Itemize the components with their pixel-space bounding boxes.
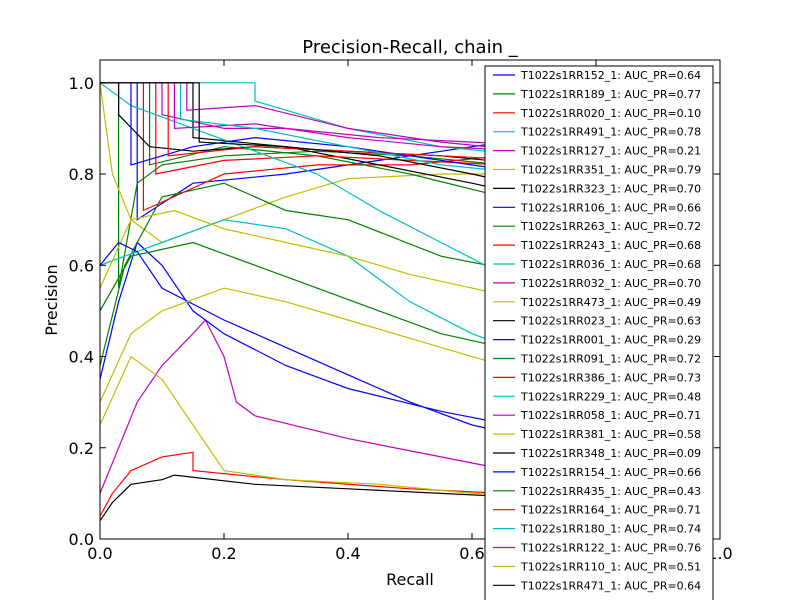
legend-entry: T1022s1RR491_1: AUC_PR=0.78 bbox=[520, 126, 701, 139]
series-line-3 bbox=[100, 451, 597, 517]
series-line-8 bbox=[100, 241, 597, 440]
legend-entry: T1022s1RR323_1: AUC_PR=0.70 bbox=[520, 182, 701, 195]
y-tick-label: 0.8 bbox=[69, 165, 94, 184]
legend-entry: T1022s1RR154_1: AUC_PR=0.66 bbox=[520, 466, 701, 479]
legend-entry: T1022s1RR164_1: AUC_PR=0.71 bbox=[520, 504, 701, 517]
legend-entry: T1022s1RR032_1: AUC_PR=0.70 bbox=[520, 277, 701, 290]
legend-entry: T1022s1RR471_1: AUC_PR=0.64 bbox=[520, 579, 701, 592]
series-line-18 bbox=[100, 82, 597, 312]
legend-entry: T1022s1RR473_1: AUC_PR=0.49 bbox=[520, 296, 701, 309]
x-tick-label: 1.0 bbox=[707, 544, 732, 563]
x-axis-label: Recall bbox=[386, 570, 434, 589]
legend-entry: T1022s1RR189_1: AUC_PR=0.77 bbox=[520, 88, 701, 101]
legend-entry: T1022s1RR348_1: AUC_PR=0.09 bbox=[520, 447, 701, 460]
legend-entry: T1022s1RR127_1: AUC_PR=0.21 bbox=[520, 145, 701, 158]
x-tick-label: 0.6 bbox=[459, 544, 484, 563]
legend-entry: T1022s1RR036_1: AUC_PR=0.68 bbox=[520, 258, 701, 271]
y-tick-label: 0.4 bbox=[69, 348, 94, 367]
legend-entry: T1022s1RR020_1: AUC_PR=0.10 bbox=[520, 107, 701, 120]
legend-entry: T1022s1RR058_1: AUC_PR=0.71 bbox=[520, 409, 701, 422]
legend-entry: T1022s1RR180_1: AUC_PR=0.74 bbox=[520, 523, 701, 536]
series-line-23 bbox=[100, 241, 597, 367]
legend-entry: T1022s1RR351_1: AUC_PR=0.79 bbox=[520, 164, 701, 177]
legend-entry: T1022s1RR381_1: AUC_PR=0.58 bbox=[520, 428, 701, 441]
legend-entry: T1022s1RR122_1: AUC_PR=0.76 bbox=[520, 542, 701, 555]
legend-box bbox=[484, 65, 714, 600]
legend-entry: T1022s1RR091_1: AUC_PR=0.72 bbox=[520, 353, 701, 366]
legend-entry: T1022s1RR263_1: AUC_PR=0.72 bbox=[520, 220, 701, 233]
legend-entry: T1022s1RR152_1: AUC_PR=0.64 bbox=[520, 69, 701, 82]
x-tick-label: 0.2 bbox=[211, 544, 236, 563]
y-tick-label: 0.2 bbox=[69, 439, 94, 458]
y-tick-label: 0.0 bbox=[69, 530, 94, 549]
legend-entry: T1022s1RR023_1: AUC_PR=0.63 bbox=[520, 315, 701, 328]
legend-entry: T1022s1RR106_1: AUC_PR=0.66 bbox=[520, 201, 701, 214]
legend-entry: T1022s1RR386_1: AUC_PR=0.73 bbox=[520, 371, 701, 384]
y-axis-label: Precision bbox=[42, 264, 61, 335]
x-tick-label: 0.0 bbox=[87, 544, 112, 563]
series-line-1 bbox=[100, 82, 566, 221]
legend-entry: T1022s1RR229_1: AUC_PR=0.48 bbox=[520, 390, 701, 403]
legend-entry: T1022s1RR344_1: AUC_PR=0.69 bbox=[520, 598, 701, 600]
y-tick-label: 0.6 bbox=[69, 256, 94, 275]
legend: T1022s1RR152_1: AUC_PR=0.64 T1022s1RR189_… bbox=[484, 65, 714, 600]
legend-entry: T1022s1RR243_1: AUC_PR=0.68 bbox=[520, 239, 701, 252]
x-tick-label: 0.4 bbox=[335, 544, 360, 563]
plot-area-frame bbox=[99, 59, 721, 540]
legend-entry: T1022s1RR001_1: AUC_PR=0.29 bbox=[520, 334, 701, 347]
series-line-5 bbox=[100, 318, 597, 494]
y-tick-label: 1.0 bbox=[69, 74, 94, 93]
legend-entry: T1022s1RR435_1: AUC_PR=0.43 bbox=[520, 485, 701, 498]
legend-entry: T1022s1RR110_1: AUC_PR=0.51 bbox=[520, 560, 701, 573]
chart-title: Precision-Recall, chain _ bbox=[302, 37, 518, 58]
